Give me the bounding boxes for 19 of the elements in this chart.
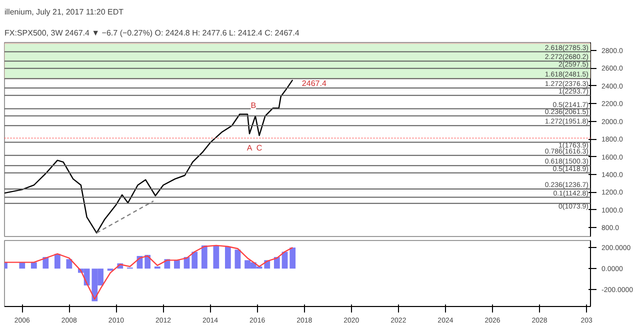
bar (234, 250, 241, 269)
bar (54, 254, 60, 269)
chart-title: illenium, July 21, 2017 11:20 EDT (4, 8, 124, 16)
bar (66, 259, 72, 269)
annotation: A (246, 143, 253, 152)
bar (213, 245, 220, 269)
bar (174, 260, 180, 269)
annotation: C (256, 143, 262, 152)
bar (30, 262, 37, 269)
bar (192, 252, 198, 269)
bar (201, 245, 208, 269)
bar (290, 248, 296, 269)
annotation: 2467.4 (302, 79, 327, 88)
line-series (4, 79, 294, 234)
chart-subtitle: FX:SPX500, 3W 2467.4 ▼ −6.7 (−0.27%) O: 2424.8 H: 2477.6 L: 2412.4 C: 2467.4 (4, 28, 300, 38)
annotation: B (250, 100, 256, 110)
bar (224, 246, 231, 269)
line-series (4, 244, 294, 300)
bar (274, 257, 280, 269)
